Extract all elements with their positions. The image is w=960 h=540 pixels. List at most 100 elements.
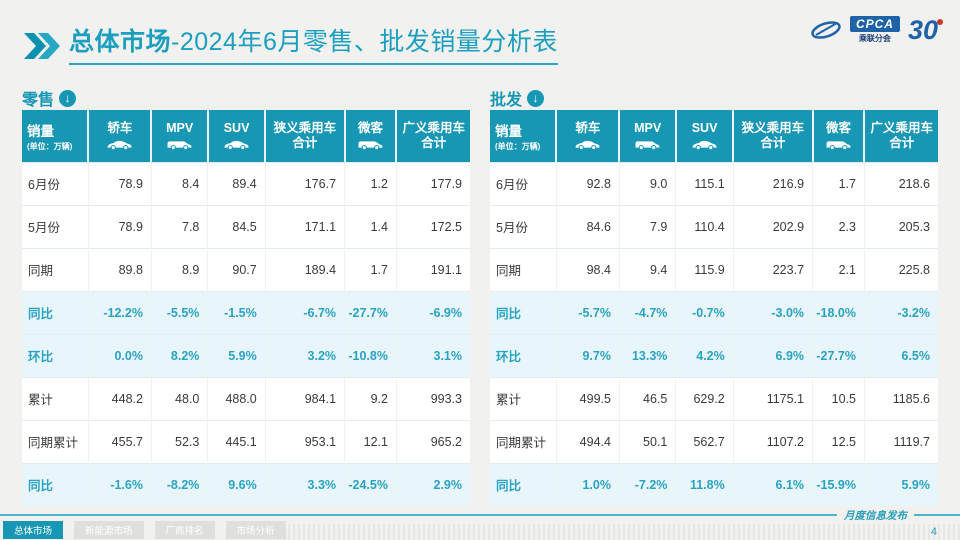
cell-value: 499.5 <box>556 376 620 420</box>
cell-value: 115.9 <box>675 247 734 291</box>
cell-value: 9.0 <box>619 161 677 205</box>
cell-value: -4.7% <box>619 290 677 334</box>
cell-value: 52.3 <box>151 419 209 463</box>
table-row: 同比 1.0% -7.2% 11.8% 6.1% -15.9% 5.9% <box>490 462 938 506</box>
cell-value: -3.2% <box>864 290 938 334</box>
table-row: 同期累计 494.4 50.1 562.7 1107.2 12.5 1119.7 <box>490 419 938 463</box>
cell-value: -0.7% <box>675 290 734 334</box>
cell-value: 1.2 <box>344 161 397 205</box>
corner-cell: 销量 (单位：万辆) <box>22 110 90 162</box>
cell-value: 984.1 <box>265 376 346 420</box>
cell-value: 488.0 <box>207 376 266 420</box>
title-text: 总体市场-2024年6月零售、批发销量分析表 <box>69 22 558 65</box>
cell-value: 448.2 <box>88 376 152 420</box>
cell-value: 48.0 <box>151 376 209 420</box>
cell-value: -27.7% <box>812 333 865 377</box>
row-label: 6月份 <box>22 161 89 205</box>
cell-value: -1.6% <box>88 462 152 506</box>
cell-value: 455.7 <box>88 419 152 463</box>
cell-value: -10.8% <box>344 333 397 377</box>
footer-tab-overall-market[interactable]: 总体市场 <box>3 521 64 539</box>
table-row: 环比 9.7% 13.3% 4.2% 6.9% -27.7% 6.5% <box>490 333 938 377</box>
cell-value: -5.5% <box>151 290 209 334</box>
cpca-wordmark: CPCA 乘联分会 <box>849 16 900 44</box>
mpv-icon <box>167 141 192 151</box>
footer-line <box>914 514 960 516</box>
column-header: SUV <box>675 110 735 162</box>
row-label: 5月份 <box>22 204 89 248</box>
row-label: 同比 <box>490 290 557 334</box>
cell-value: 4.2% <box>675 333 734 377</box>
cell-value: 3.1% <box>396 333 470 377</box>
sedan-icon <box>107 141 132 151</box>
sedan-icon <box>575 141 600 151</box>
column-header: 微客 <box>344 110 398 162</box>
cell-value: 78.9 <box>88 204 152 248</box>
cell-value: 171.1 <box>265 204 346 248</box>
cell-value: 92.8 <box>556 161 620 205</box>
row-label: 同期累计 <box>22 419 89 463</box>
cell-value: 953.1 <box>265 419 346 463</box>
wholesale-table: 销量 (单位：万辆) 轿车 MPV SUV 狭义乘用车 合计 微客 广义乘用车 合计 6月份 92.8… <box>490 110 938 506</box>
cell-value: 9.7% <box>556 333 620 377</box>
cell-value: 84.6 <box>556 204 620 248</box>
cell-value: -1.5% <box>207 290 266 334</box>
footer-tab-nev-market[interactable]: 新能源市场 <box>74 521 144 539</box>
double-chevron-icon <box>24 32 60 59</box>
cell-value: 1175.1 <box>733 376 814 420</box>
suv-icon <box>692 141 717 151</box>
cell-value: 9.6% <box>207 462 266 506</box>
cell-value: 8.4 <box>151 161 209 205</box>
cell-value: -6.9% <box>396 290 470 334</box>
cell-value: 8.9 <box>151 247 209 291</box>
cell-value: 216.9 <box>733 161 814 205</box>
row-label: 同期 <box>22 247 89 291</box>
footer-tab-market-analysis[interactable]: 市场分析 <box>225 521 286 539</box>
cell-value: 12.1 <box>344 419 397 463</box>
cell-value: 89.4 <box>207 161 266 205</box>
cell-value: 110.4 <box>675 204 734 248</box>
table-row: 同期 89.8 8.9 90.7 189.4 1.7 191.1 <box>22 247 470 291</box>
retail-table: 销量 (单位：万辆) 轿车 MPV SUV 狭义乘用车 合计 微客 广义乘用车 合计 6月份 78.9… <box>22 110 470 506</box>
cell-value: 6.1% <box>733 462 814 506</box>
table-header-row: 销量 (单位：万辆) 轿车 MPV SUV 狭义乘用车 合计 微客 广义乘用车 合计 <box>490 110 938 162</box>
table-row: 环比 0.0% 8.2% 5.9% 3.2% -10.8% 3.1% <box>22 333 470 377</box>
cell-value: 2.1 <box>812 247 865 291</box>
cell-value: 7.9 <box>619 204 677 248</box>
cell-value: 7.8 <box>151 204 209 248</box>
footer-rule: 月度信息发布 <box>0 508 960 522</box>
cell-value: 89.8 <box>88 247 152 291</box>
column-header: SUV <box>207 110 267 162</box>
cell-value: 84.5 <box>207 204 266 248</box>
column-header: MPV <box>619 110 677 162</box>
cell-value: 11.8% <box>675 462 734 506</box>
cell-value: 9.4 <box>619 247 677 291</box>
table-header-row: 销量 (单位：万辆) 轿车 MPV SUV 狭义乘用车 合计 微客 广义乘用车 合计 <box>22 110 470 162</box>
table-row: 同期累计 455.7 52.3 445.1 953.1 12.1 965.2 <box>22 419 470 463</box>
footer-tab-manufacturer-ranking[interactable]: 厂商排名 <box>154 521 215 539</box>
cell-value: -6.7% <box>265 290 346 334</box>
cell-value: -18.0% <box>812 290 865 334</box>
cell-value: 46.5 <box>619 376 677 420</box>
cell-value: 3.2% <box>265 333 346 377</box>
table-row: 6月份 78.9 8.4 89.4 176.7 1.2 177.9 <box>22 161 470 205</box>
cell-value: -8.2% <box>151 462 209 506</box>
cell-value: 205.3 <box>864 204 938 248</box>
row-label: 同期累计 <box>490 419 557 463</box>
cell-value: -7.2% <box>619 462 677 506</box>
row-label: 5月份 <box>490 204 557 248</box>
footer-line <box>0 514 837 516</box>
cell-value: 6.5% <box>864 333 938 377</box>
mpv-icon <box>635 141 660 151</box>
row-label: 6月份 <box>490 161 557 205</box>
cpca-label: CPCA <box>849 16 900 32</box>
cell-value: 2.3 <box>812 204 865 248</box>
cell-value: 965.2 <box>396 419 470 463</box>
row-label: 累计 <box>22 376 89 420</box>
row-label: 同比 <box>22 290 89 334</box>
footer-tabs: 总体市场 新能源市场 厂商排名 市场分析 <box>3 521 286 539</box>
column-header: 轿车 <box>88 110 153 162</box>
cell-value: 115.1 <box>675 161 734 205</box>
cell-value: 1.7 <box>344 247 397 291</box>
van-icon <box>826 141 851 151</box>
